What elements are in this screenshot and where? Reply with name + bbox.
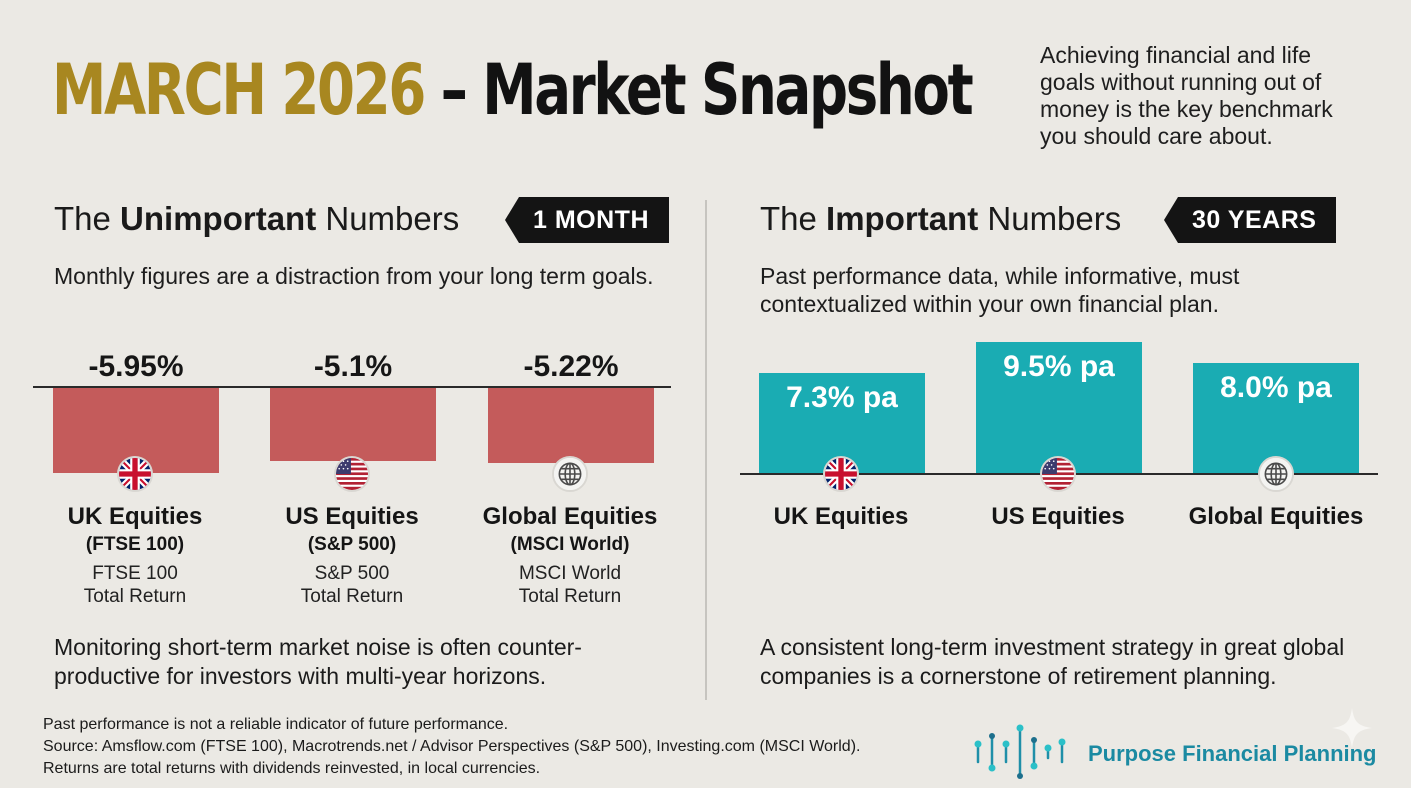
period-badge-1-month: 1 MONTH <box>505 197 669 243</box>
brand-logo-icon <box>970 722 1076 787</box>
value-label-us-1-month: -5.1% <box>313 350 393 383</box>
description-msci-world: MSCI World Total Return <box>518 563 622 607</box>
value-label-global-30-years: 8.0% pa <box>1220 370 1332 404</box>
category-us-equities-1-month: US Equities <box>285 503 419 530</box>
us-flag-icon <box>1040 456 1076 492</box>
left-heading-bold: Unimportant <box>120 200 317 237</box>
index-name-sp-500: (S&P 500) <box>307 534 397 555</box>
value-label-global-1-month: -5.22% <box>523 350 619 383</box>
bar-global-equities-30-years <box>1193 362 1359 474</box>
right-bottom-note: A consistent long-term investment strate… <box>760 634 1345 689</box>
right-heading-pre: The <box>760 200 827 237</box>
source-text: Source: Amsflow.com (FTSE 100), Macrotre… <box>43 738 861 755</box>
right-subtitle: Past performance data, while informative… <box>760 263 1240 317</box>
right-heading-bold: Important <box>826 200 979 237</box>
tagline: Achieving financial and life goals witho… <box>1040 42 1333 149</box>
index-name-ftse-100: (FTSE 100) <box>85 534 185 555</box>
left-heading-pre: The <box>54 200 121 237</box>
value-label-us-30-years: 9.5% pa <box>1003 349 1115 383</box>
category-us-equities-30-years: US Equities <box>991 503 1125 530</box>
category-uk-equities-1-month: UK Equities <box>67 503 203 530</box>
brand-name: Purpose Financial Planning <box>1088 741 1377 766</box>
us-flag-icon <box>334 456 370 492</box>
right-section-heading: The Important Numbers <box>760 198 1121 240</box>
bar-us-equities-1-month <box>270 388 436 461</box>
uk-flag-icon <box>823 456 859 492</box>
category-uk-equities-30-years: UK Equities <box>773 503 909 530</box>
value-label-uk-30-years: 7.3% pa <box>786 380 898 414</box>
right-heading-post: Numbers <box>978 200 1122 237</box>
disclaimer-text: Past performance is not a reliable indic… <box>43 716 509 733</box>
footnotes: Past performance is not a reliable indic… <box>43 714 860 780</box>
left-subtitle: Monthly figures are a distraction from y… <box>54 263 654 289</box>
globe-icon <box>552 456 588 492</box>
description-sp-500: S&P 500 Total Return <box>300 563 404 607</box>
bar-global-equities-1-month <box>488 388 654 463</box>
description-ftse-100: FTSE 100 Total Return <box>83 563 187 607</box>
left-bottom-note: Monitoring short-term market noise is of… <box>54 634 582 689</box>
page-title: MARCH 2026 – Market Snapshot <box>52 40 974 140</box>
uk-flag-icon <box>117 456 153 492</box>
category-global-equities-30-years: Global Equities <box>1188 503 1364 530</box>
globe-icon <box>1258 456 1294 492</box>
sparkle-icon <box>1332 708 1372 748</box>
period-badge-30-years: 30 YEARS <box>1164 197 1337 243</box>
category-global-equities-1-month: Global Equities <box>482 503 658 530</box>
value-label-uk-1-month: -5.95% <box>88 350 184 383</box>
title-main: – Market Snapshot <box>440 49 974 131</box>
title-month: MARCH 2026 <box>52 49 426 131</box>
left-section-heading: The Unimportant Numbers <box>54 198 459 240</box>
bar-us-equities-30-years <box>976 341 1142 474</box>
monthly-chart-baseline <box>33 386 671 388</box>
section-divider <box>705 200 707 700</box>
returns-note-text: Returns are total returns with dividends… <box>43 760 541 777</box>
left-heading-post: Numbers <box>316 200 460 237</box>
index-name-msci-world: (MSCI World) <box>510 534 630 555</box>
